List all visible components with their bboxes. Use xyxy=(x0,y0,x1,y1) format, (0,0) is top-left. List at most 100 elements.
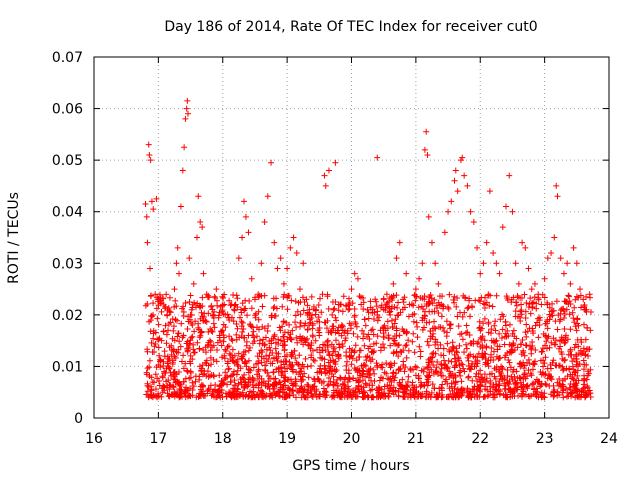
data-point xyxy=(354,386,361,393)
x-tick-label: 19 xyxy=(278,431,296,447)
data-point xyxy=(150,311,157,318)
data-point xyxy=(415,304,422,311)
data-point xyxy=(277,327,284,334)
data-point xyxy=(374,154,381,161)
data-point xyxy=(397,365,404,372)
data-point xyxy=(521,365,528,372)
data-point xyxy=(371,370,378,377)
data-point xyxy=(461,309,468,316)
data-point xyxy=(259,323,266,330)
data-point xyxy=(518,311,525,318)
data-point xyxy=(187,337,194,344)
data-point xyxy=(515,392,522,399)
data-point xyxy=(447,321,454,328)
data-point xyxy=(465,352,472,359)
data-point xyxy=(469,390,476,397)
data-point xyxy=(293,369,300,376)
data-point xyxy=(461,294,468,301)
data-point xyxy=(230,318,237,325)
data-point xyxy=(296,352,303,359)
data-point xyxy=(487,383,494,390)
data-point xyxy=(403,342,410,349)
data-point xyxy=(467,340,474,347)
data-point xyxy=(284,306,291,313)
data-point xyxy=(182,299,189,306)
data-point xyxy=(544,365,551,372)
data-point xyxy=(165,327,172,334)
data-point xyxy=(246,366,253,373)
data-point xyxy=(175,270,182,277)
data-point xyxy=(423,372,430,379)
data-point xyxy=(444,304,451,311)
data-point xyxy=(160,358,167,365)
data-point xyxy=(409,338,416,345)
data-point xyxy=(190,280,197,287)
data-point xyxy=(325,381,332,388)
data-point xyxy=(261,219,268,226)
data-point xyxy=(254,324,261,331)
data-point xyxy=(328,370,335,377)
data-point xyxy=(370,315,377,322)
data-point xyxy=(300,260,307,267)
data-point xyxy=(182,360,189,367)
data-point xyxy=(252,314,259,321)
data-point xyxy=(218,377,225,384)
data-point xyxy=(580,296,587,303)
data-point xyxy=(325,167,332,174)
data-point xyxy=(433,367,440,374)
data-point xyxy=(438,301,445,308)
data-point xyxy=(502,385,509,392)
data-point xyxy=(352,342,359,349)
data-point xyxy=(343,362,350,369)
data-point xyxy=(568,351,575,358)
data-point xyxy=(241,359,248,366)
data-point xyxy=(248,394,255,401)
data-point xyxy=(574,316,581,323)
data-point xyxy=(429,381,436,388)
data-point xyxy=(558,305,565,312)
data-point xyxy=(287,361,294,368)
data-point xyxy=(231,394,238,401)
data-point xyxy=(333,380,340,387)
data-point xyxy=(153,305,160,312)
data-point xyxy=(400,386,407,393)
data-point xyxy=(222,346,229,353)
data-point xyxy=(578,336,585,343)
data-point xyxy=(492,338,499,345)
data-point xyxy=(248,323,255,330)
data-point xyxy=(486,188,493,195)
data-point xyxy=(523,321,530,328)
data-point xyxy=(201,371,208,378)
data-point xyxy=(546,304,553,311)
data-point xyxy=(446,322,453,329)
data-point xyxy=(454,295,461,302)
data-point xyxy=(459,390,466,397)
data-point xyxy=(491,322,498,329)
data-point xyxy=(345,306,352,313)
x-axis-label: GPS time / hours xyxy=(292,458,409,474)
data-point xyxy=(535,291,542,298)
data-point xyxy=(185,344,192,351)
data-point xyxy=(362,322,369,329)
data-point xyxy=(167,319,174,326)
data-point xyxy=(474,357,481,364)
data-point xyxy=(187,368,194,375)
data-point xyxy=(163,340,170,347)
data-point xyxy=(521,352,528,359)
data-point xyxy=(211,308,218,315)
data-point xyxy=(284,392,291,399)
data-point xyxy=(192,378,199,385)
data-point xyxy=(262,334,269,341)
data-point xyxy=(332,299,339,306)
data-point xyxy=(569,389,576,396)
data-point xyxy=(304,381,311,388)
data-point xyxy=(245,347,252,354)
data-point xyxy=(573,260,580,267)
data-point xyxy=(459,154,466,161)
data-point xyxy=(520,359,527,366)
data-point xyxy=(295,361,302,368)
data-point xyxy=(231,382,238,389)
data-point xyxy=(532,388,539,395)
data-point xyxy=(151,348,158,355)
